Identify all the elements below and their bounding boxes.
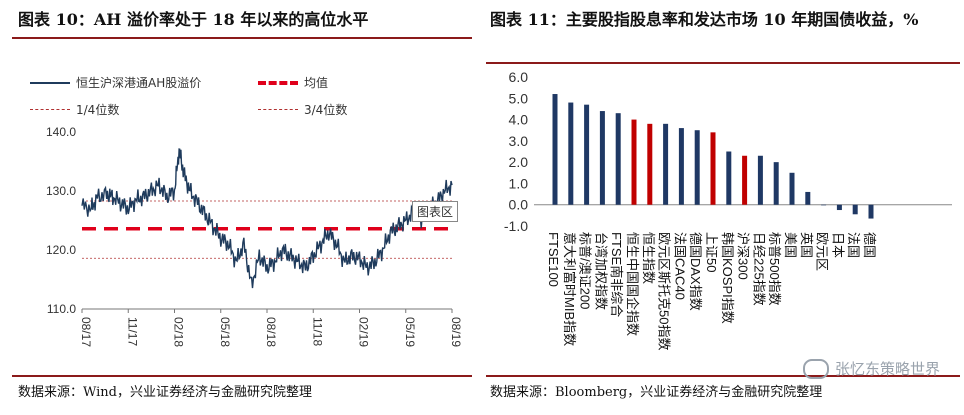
right-title-rule bbox=[486, 62, 960, 64]
x-tick-label: 08/17 bbox=[79, 317, 93, 347]
legend-item-q1: 1/4位数 bbox=[30, 101, 119, 118]
legend-swatch-q1 bbox=[30, 109, 70, 110]
bar bbox=[694, 130, 700, 205]
bar bbox=[552, 94, 558, 205]
category-label: 上证50 bbox=[704, 232, 719, 272]
y-tick-label: -1.0 bbox=[504, 218, 528, 234]
category-label: 恒生指数 bbox=[641, 232, 656, 284]
y-tick-label: 3.0 bbox=[509, 133, 529, 149]
category-label: 恒生中国国企指数 bbox=[625, 232, 640, 336]
watermark: 张忆东策略世界 bbox=[802, 358, 940, 379]
x-tick-label: 08/19 bbox=[449, 317, 463, 347]
category-label: 英国 bbox=[799, 232, 814, 258]
category-label: 欧元区 bbox=[815, 232, 830, 271]
x-tick-label: 11/18 bbox=[310, 317, 324, 346]
legend-swatch-q3 bbox=[258, 109, 298, 110]
right-source-note: 数据来源：Bloomberg，兴业证券经济与金融研究院整理 bbox=[490, 385, 823, 400]
category-label: 沪深300 bbox=[736, 232, 751, 280]
category-label: 德国DAX指数 bbox=[688, 232, 703, 311]
bar bbox=[647, 123, 653, 205]
chart-area-tooltip: 图表区 bbox=[412, 201, 459, 222]
bar bbox=[742, 155, 748, 205]
category-label: FTSE南非综合 bbox=[609, 232, 624, 317]
bar bbox=[757, 155, 763, 205]
legend-item-mean: 均值 bbox=[258, 74, 328, 91]
y-tick-label: 4.0 bbox=[509, 112, 529, 128]
bar bbox=[868, 204, 874, 219]
x-tick-label: 02/19 bbox=[357, 317, 371, 347]
x-tick-label: 08/18 bbox=[264, 317, 278, 347]
category-label: 标普/澳证200 bbox=[578, 232, 593, 309]
legend-item-q3: 3/4位数 bbox=[258, 101, 347, 118]
left-source-rule bbox=[12, 375, 472, 377]
x-tick-label: 05/19 bbox=[403, 317, 417, 347]
bar bbox=[789, 172, 795, 205]
category-label: FTSE100 bbox=[546, 232, 561, 287]
bar bbox=[710, 132, 716, 205]
left-chart-panel: 图表 10：AH 溢价率处于 18 年以来的高位水平 恒生沪深港通AH股溢价 均… bbox=[0, 0, 472, 415]
bar bbox=[773, 162, 779, 205]
bar bbox=[631, 119, 637, 205]
ah-premium-line-chart: 110.0 120.0 130.0 140.0 08/17 11/17 02/18 05/18… bbox=[46, 125, 463, 347]
category-label: 日本 bbox=[830, 232, 845, 258]
y-tick-label: 110.0 bbox=[47, 302, 76, 316]
x-tick-label: 05/18 bbox=[218, 317, 232, 347]
category-label: 韩国KOSPI指数 bbox=[720, 232, 735, 324]
y-tick-label: 130.0 bbox=[46, 184, 76, 198]
y-tick-label: 1.0 bbox=[509, 175, 529, 191]
category-label: 标普500指数 bbox=[767, 232, 782, 306]
bar bbox=[852, 204, 858, 215]
y-tick-label: 5.0 bbox=[509, 90, 529, 106]
dividend-yield-bar-chart: -1.0 0.0 1.0 2.0 3.0 4.0 5.0 6.0 FTSE100 意大利富时MIB… bbox=[504, 69, 952, 350]
category-label: 法国CAC40 bbox=[672, 232, 687, 300]
right-chart-title: 图表 11：主要股指股息率和发达市场 10 年期国债收益，% bbox=[490, 10, 919, 29]
legend-label-mean: 均值 bbox=[304, 76, 329, 90]
x-tick-label: 11/17 bbox=[125, 317, 139, 346]
bar bbox=[584, 104, 590, 205]
bar bbox=[663, 123, 669, 205]
legend-label-series: 恒生沪深港通AH股溢价 bbox=[76, 76, 202, 90]
bar bbox=[678, 128, 684, 205]
legend-swatch-series bbox=[30, 81, 70, 84]
category-label: 法国 bbox=[846, 232, 861, 258]
category-label: 台湾加权指数 bbox=[593, 232, 608, 310]
left-source-note: 数据来源：Wind，兴业证券经济与金融研究院整理 bbox=[18, 385, 312, 400]
watermark-text: 张忆东策略世界 bbox=[834, 360, 940, 378]
legend-item-series: 恒生沪深港通AH股溢价 bbox=[30, 74, 201, 91]
left-chart-title: 图表 10：AH 溢价率处于 18 年以来的高位水平 bbox=[18, 10, 369, 29]
y-tick-label: 140.0 bbox=[46, 125, 76, 139]
ah-premium-line bbox=[81, 148, 453, 289]
category-label: 美国 bbox=[783, 232, 798, 258]
y-tick-label: 2.0 bbox=[509, 154, 529, 170]
bar bbox=[599, 111, 605, 205]
bar bbox=[615, 113, 621, 205]
bar bbox=[726, 151, 732, 205]
right-chart-panel: 图表 11：主要股指股息率和发达市场 10 年期国债收益，% -1.0 0.0 1.… bbox=[482, 0, 964, 415]
bar bbox=[805, 191, 811, 205]
wechat-icon bbox=[802, 358, 829, 379]
category-label: 欧元区斯托克50指数 bbox=[657, 232, 672, 350]
category-label: 日经225指数 bbox=[751, 232, 766, 306]
category-label: 德国 bbox=[862, 232, 877, 258]
bar bbox=[821, 204, 827, 206]
y-tick-label: 6.0 bbox=[509, 69, 529, 85]
legend-label-q1: 1/4位数 bbox=[76, 103, 120, 117]
y-tick-label: 120.0 bbox=[46, 243, 76, 257]
right-source-rule bbox=[486, 375, 960, 377]
legend-label-q3: 3/4位数 bbox=[304, 103, 348, 117]
x-tick-label: 02/18 bbox=[172, 317, 186, 347]
bar bbox=[568, 102, 574, 205]
left-title-rule bbox=[12, 37, 472, 39]
category-label: 意大利富时MIB指数 bbox=[562, 232, 577, 346]
legend-swatch-mean bbox=[258, 80, 298, 85]
y-tick-label: 0.0 bbox=[509, 197, 529, 213]
bar bbox=[836, 204, 842, 211]
